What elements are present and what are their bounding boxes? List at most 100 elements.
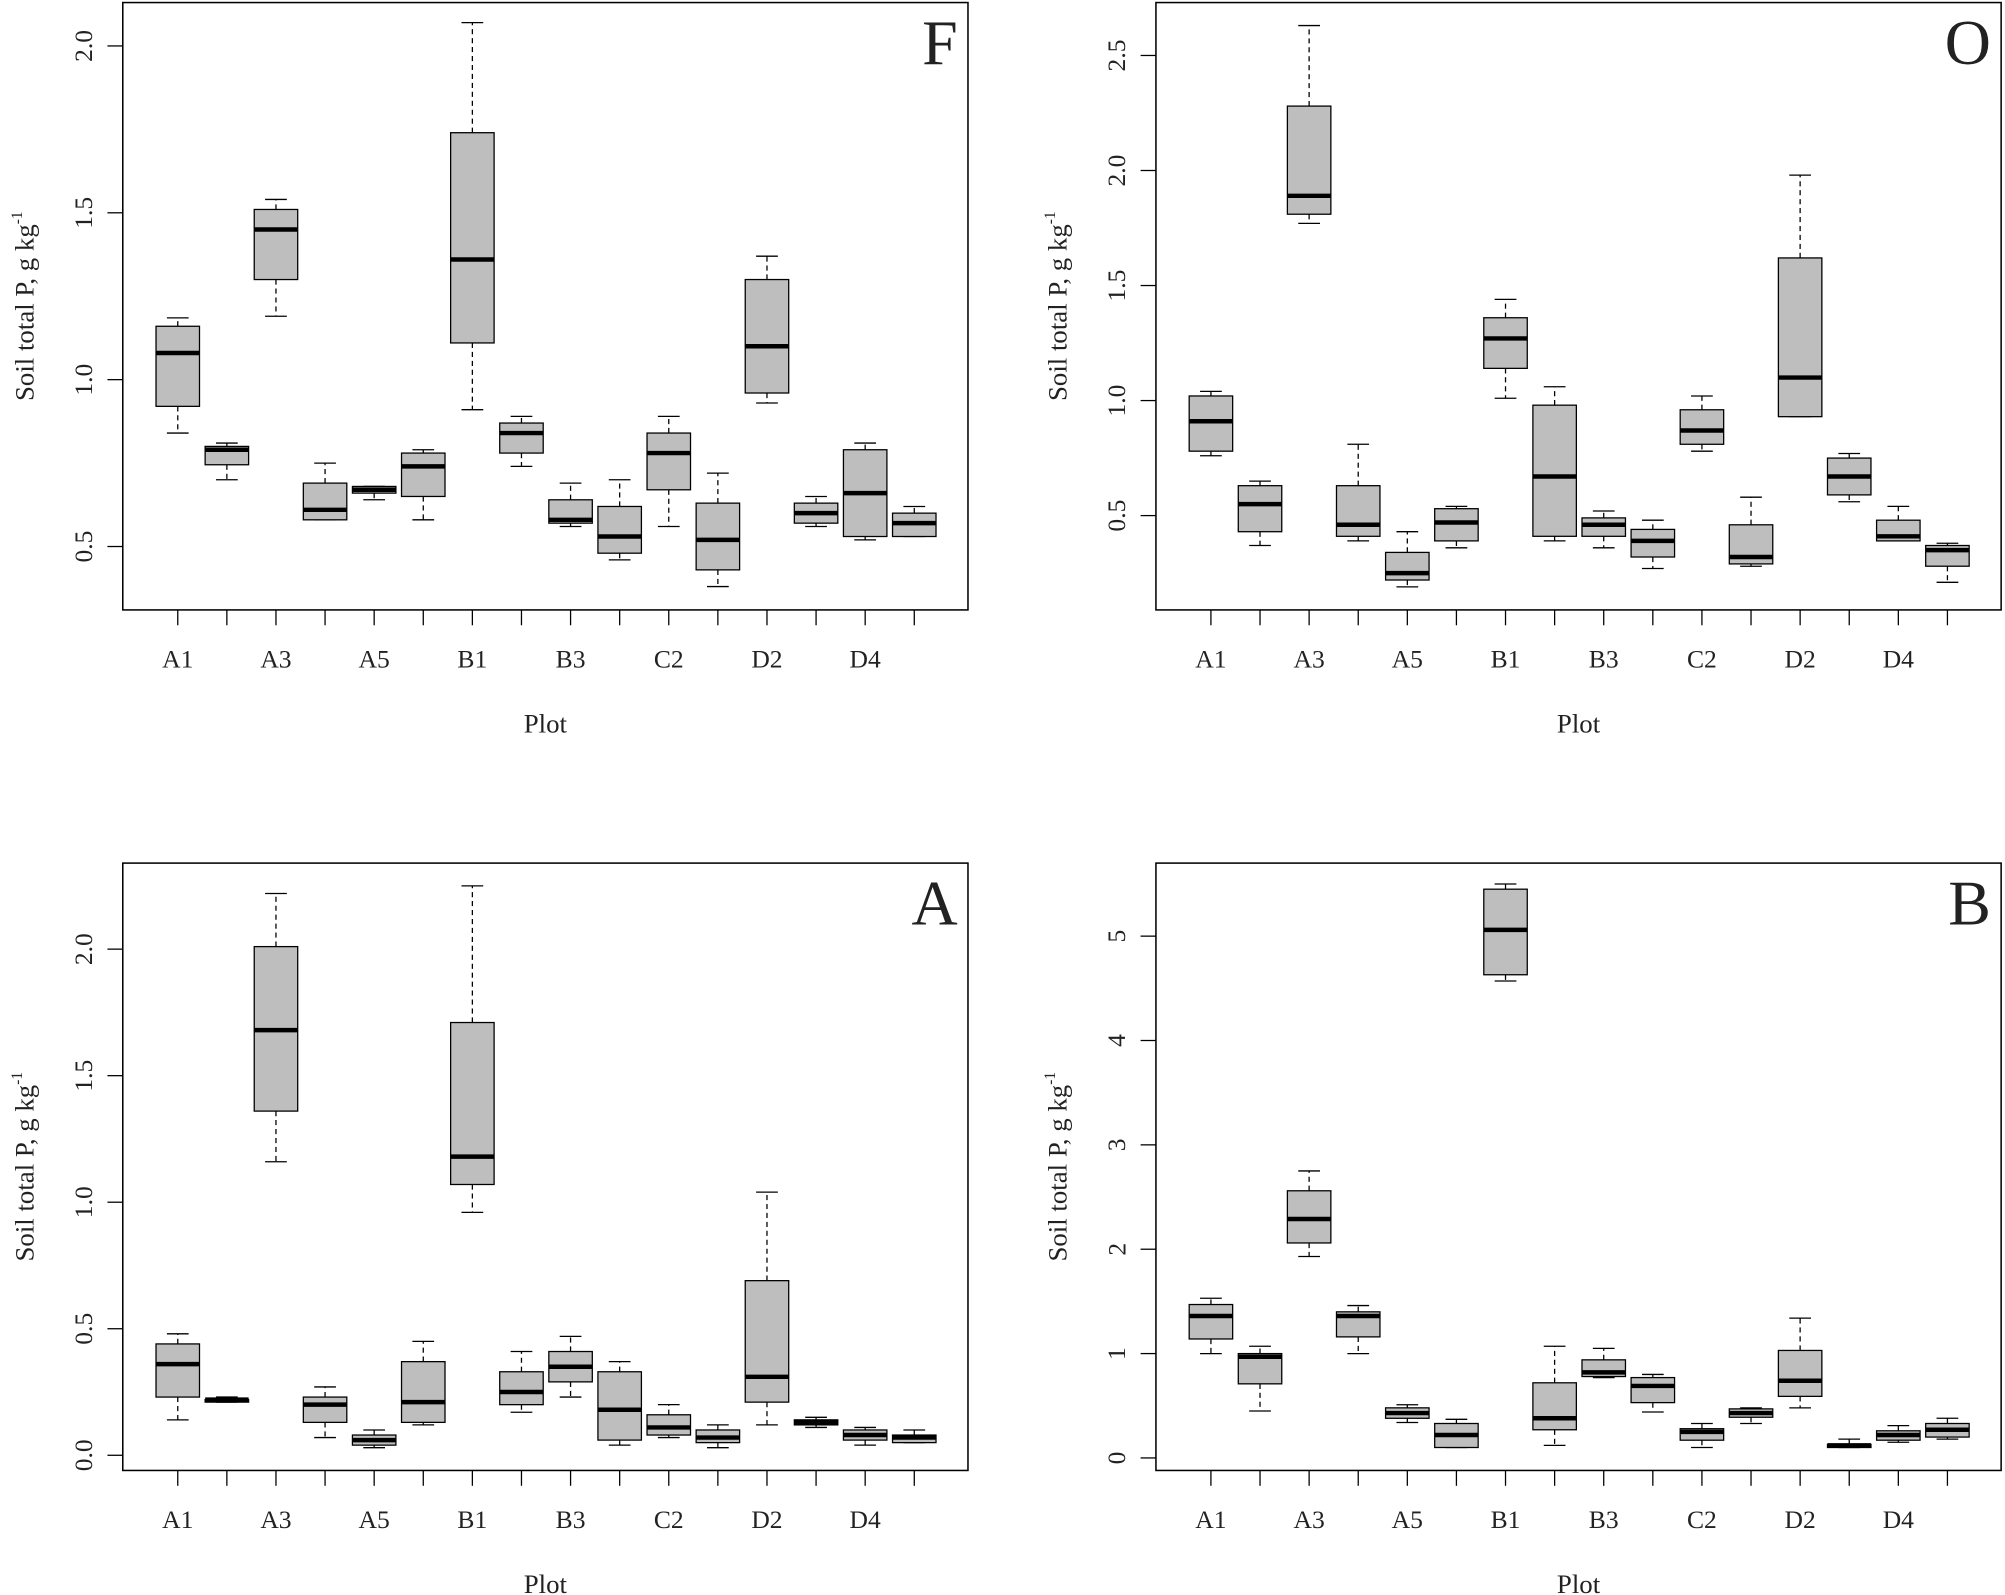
- x-tick-label: D2: [751, 1505, 782, 1534]
- panel-label: O: [1945, 7, 1991, 78]
- x-axis-title: Plot: [1557, 709, 1601, 739]
- x-tick-label: D4: [850, 644, 881, 673]
- box: [1679, 409, 1725, 445]
- box: [597, 505, 643, 554]
- box: [1581, 517, 1627, 537]
- box: [1777, 1349, 1823, 1398]
- plot-frame: [122, 862, 969, 1472]
- y-axis-title: Soil total P, g kg-1: [1042, 1072, 1073, 1262]
- y-tick-label: 1.0: [1102, 385, 1131, 417]
- box: [253, 208, 299, 281]
- plot-frame: [1155, 1, 2002, 611]
- x-tick-label: A1: [162, 644, 193, 673]
- y-tick-label: 0.5: [69, 1313, 98, 1345]
- y-axis-title-text: Soil total P, g kg: [9, 1085, 39, 1262]
- box: [1188, 395, 1234, 452]
- box: [499, 422, 544, 454]
- box: [1679, 1428, 1725, 1441]
- x-tick-label: D2: [751, 644, 782, 673]
- box: [1188, 1303, 1234, 1340]
- box: [744, 1280, 790, 1403]
- y-tick-label: 1.0: [69, 364, 98, 396]
- box: [1630, 528, 1676, 558]
- box: [155, 325, 201, 407]
- y-tick-label: 5: [1102, 930, 1131, 943]
- x-tick-label: A5: [1392, 1505, 1423, 1534]
- box: [499, 1371, 544, 1406]
- y-tick-label: 0: [1102, 1452, 1131, 1465]
- box: [597, 1371, 643, 1441]
- box: [695, 502, 741, 571]
- x-tick-label: A3: [260, 1505, 291, 1534]
- x-tick-label: B1: [457, 1505, 487, 1534]
- y-tick-label: 2.0: [1102, 155, 1131, 187]
- y-axis-title: Soil total P, g kg-1: [9, 1072, 40, 1262]
- box: [1532, 404, 1578, 537]
- x-tick-label: B1: [1491, 1505, 1521, 1534]
- y-tick-label: 0.0: [69, 1439, 98, 1471]
- x-tick-label: A5: [359, 644, 390, 673]
- x-tick-label: B1: [457, 644, 487, 673]
- y-tick-label: 1: [1102, 1347, 1131, 1360]
- y-axis-title: Soil total P, g kg-1: [9, 211, 40, 401]
- y-tick-label: 1.5: [69, 197, 98, 229]
- box: [1483, 317, 1528, 369]
- x-tick-label: A1: [1195, 1505, 1226, 1534]
- x-axis-title: Plot: [1557, 1569, 1601, 1595]
- x-tick-label: D4: [1883, 644, 1914, 673]
- box: [548, 499, 593, 524]
- y-tick-label: 2.0: [69, 933, 98, 965]
- box: [1630, 1376, 1676, 1404]
- x-tick-label: C2: [1687, 1505, 1717, 1534]
- y-tick-label: 2.5: [1102, 39, 1131, 71]
- x-axis-title: Plot: [524, 709, 568, 739]
- y-tick-label: 1.5: [69, 1060, 98, 1092]
- x-tick-label: A5: [1392, 644, 1423, 673]
- y-tick-label: 0.5: [1102, 500, 1131, 532]
- box: [1434, 508, 1479, 542]
- x-tick-label: B3: [1589, 644, 1619, 673]
- box: [302, 482, 348, 521]
- x-tick-label: C2: [654, 1505, 684, 1534]
- x-tick-label: D2: [1785, 1505, 1816, 1534]
- y-axis-title-text: Soil total P, g kg: [1042, 1085, 1072, 1262]
- box: [449, 1021, 495, 1186]
- y-axis-title-sup: -1: [1042, 1072, 1059, 1085]
- y-tick-label: 0.5: [69, 531, 98, 563]
- x-tick-label: A1: [162, 1505, 193, 1534]
- box: [646, 1414, 692, 1436]
- panel-label: A: [912, 867, 958, 938]
- x-tick-label: A3: [1293, 1505, 1324, 1534]
- y-axis-title-text: Soil total P, g kg: [1042, 224, 1072, 401]
- box: [1237, 485, 1283, 533]
- panel-label: F: [922, 7, 958, 78]
- plot-frame: [122, 1, 969, 611]
- box: [1777, 257, 1823, 418]
- x-tick-label: D4: [1883, 1505, 1914, 1534]
- y-tick-label: 2: [1102, 1243, 1131, 1256]
- y-tick-label: 1.5: [1102, 270, 1131, 302]
- box: [449, 132, 495, 344]
- x-tick-label: B3: [1589, 1505, 1619, 1534]
- x-tick-label: C2: [654, 644, 684, 673]
- y-axis-title: Soil total P, g kg-1: [1042, 211, 1073, 401]
- box: [155, 1343, 201, 1398]
- x-tick-label: A3: [260, 644, 291, 673]
- box: [302, 1396, 348, 1424]
- x-tick-label: A1: [1195, 644, 1226, 673]
- box: [1532, 1382, 1578, 1431]
- plot-frame: [1155, 862, 2002, 1472]
- x-tick-label: B3: [556, 1505, 586, 1534]
- box: [744, 278, 790, 394]
- y-tick-label: 1.0: [69, 1186, 98, 1218]
- box: [646, 432, 692, 491]
- x-tick-label: D4: [850, 1505, 881, 1534]
- y-tick-label: 2.0: [69, 30, 98, 62]
- x-tick-label: D2: [1785, 644, 1816, 673]
- box: [400, 452, 446, 498]
- x-tick-label: B1: [1491, 644, 1521, 673]
- x-tick-label: C2: [1687, 644, 1717, 673]
- y-tick-label: 3: [1102, 1138, 1131, 1151]
- box: [400, 1360, 446, 1424]
